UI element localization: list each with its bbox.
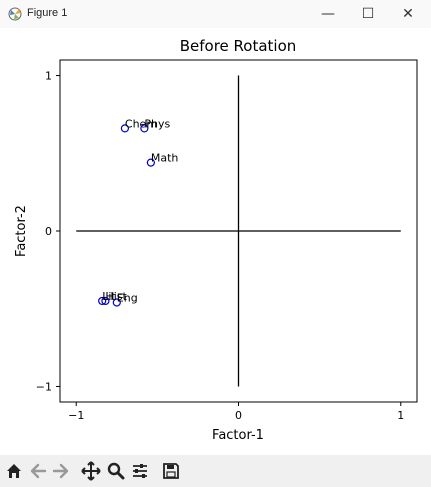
chart-title: Before Rotation xyxy=(180,37,297,55)
matplotlib-app-icon xyxy=(8,7,22,21)
point-marker-hist xyxy=(101,296,110,306)
y-tick-label: 1 xyxy=(45,70,52,83)
point-marker-lit xyxy=(98,296,107,306)
window-title: Figure 1 xyxy=(27,7,68,19)
x-tick-label: 1 xyxy=(397,409,404,422)
figure-canvas: Before Rotation −1 0 1 −1 0 1 Chem Phys Math His… xyxy=(0,28,431,455)
reference-lines xyxy=(76,75,401,387)
zoom-icon[interactable] xyxy=(105,460,127,482)
point-marker-phys xyxy=(140,124,149,133)
configure-subplots-icon[interactable] xyxy=(129,460,151,482)
minimize-button[interactable]: — xyxy=(321,6,335,22)
navigation-toolbar xyxy=(0,455,431,487)
point-marker-chem xyxy=(120,124,130,133)
x-tick-label: −1 xyxy=(68,409,84,422)
point-label-chem: Chem xyxy=(125,117,157,130)
maximize-button[interactable]: ☐ xyxy=(361,6,375,22)
point-marker-math xyxy=(146,158,155,167)
point-label-lit: Lit xyxy=(102,290,116,303)
point-label-eng: Eng xyxy=(117,292,138,305)
point-marker-eng xyxy=(112,298,121,307)
y-tick-label: −1 xyxy=(36,380,52,393)
axis-ticks: −1 0 1 −1 0 1 xyxy=(36,70,404,422)
close-button[interactable]: ✕ xyxy=(402,6,414,22)
point-label-phys: Phys xyxy=(144,117,170,130)
point-label-math: Math xyxy=(151,152,179,165)
x-axis-label: Factor-1 xyxy=(212,428,264,443)
y-axis-label: Factor-2 xyxy=(14,205,29,257)
x-tick-label: 0 xyxy=(235,409,242,422)
window-titlebar: Figure 1 — ☐ ✕ xyxy=(0,0,431,28)
back-arrow-icon[interactable] xyxy=(27,460,49,482)
forward-arrow-icon[interactable] xyxy=(50,460,72,482)
pan-icon[interactable] xyxy=(80,460,102,482)
save-icon[interactable] xyxy=(160,460,182,482)
point-label-hist: Hist xyxy=(105,290,127,303)
home-icon[interactable] xyxy=(3,460,25,482)
y-tick-label: 0 xyxy=(45,225,52,238)
